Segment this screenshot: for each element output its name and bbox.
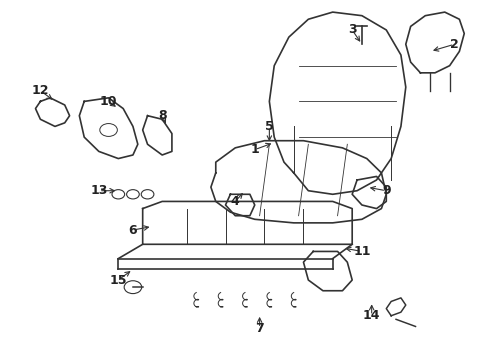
Text: 5: 5 xyxy=(265,120,274,133)
Text: 6: 6 xyxy=(129,224,137,237)
Text: 2: 2 xyxy=(450,38,459,51)
Text: 14: 14 xyxy=(363,309,380,322)
Text: 4: 4 xyxy=(231,195,240,208)
Text: 1: 1 xyxy=(250,143,259,156)
Text: 13: 13 xyxy=(90,184,107,197)
Text: 3: 3 xyxy=(348,23,357,36)
Text: 9: 9 xyxy=(382,184,391,197)
Text: 11: 11 xyxy=(353,245,370,258)
Text: 8: 8 xyxy=(158,109,167,122)
Text: 10: 10 xyxy=(100,95,117,108)
Text: 12: 12 xyxy=(32,84,49,97)
Text: 7: 7 xyxy=(255,322,264,335)
Text: 15: 15 xyxy=(110,274,127,287)
